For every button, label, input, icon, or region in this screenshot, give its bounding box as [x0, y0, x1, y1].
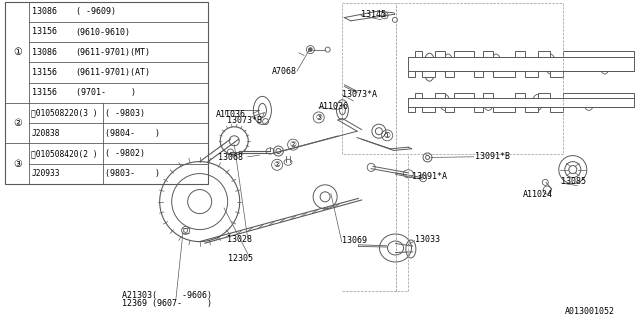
Text: (9611-9701)(AT): (9611-9701)(AT) — [76, 68, 150, 77]
Text: 13033: 13033 — [415, 235, 440, 244]
Text: Ⓑ010508420(2 ): Ⓑ010508420(2 ) — [31, 149, 98, 158]
Text: ③: ③ — [316, 113, 322, 122]
Text: 13069: 13069 — [342, 236, 367, 245]
Text: ( -9803): ( -9803) — [105, 108, 145, 117]
Text: 12369 (9607-     ): 12369 (9607- ) — [122, 299, 212, 308]
Text: (9701-     ): (9701- ) — [76, 88, 136, 97]
Text: A11036: A11036 — [216, 110, 246, 119]
Polygon shape — [408, 93, 634, 112]
Text: (9611-9701)(MT): (9611-9701)(MT) — [76, 48, 150, 57]
Polygon shape — [408, 51, 634, 77]
Text: 13145: 13145 — [361, 10, 386, 19]
Bar — [5, 2, 208, 184]
Text: A7068: A7068 — [272, 67, 297, 76]
Text: ②: ② — [290, 140, 296, 149]
Text: J20838: J20838 — [31, 129, 60, 138]
Text: 13091*B: 13091*B — [475, 152, 510, 161]
Text: ①: ① — [13, 47, 22, 57]
Text: 13073*A: 13073*A — [342, 90, 378, 99]
Text: 13068: 13068 — [218, 153, 243, 162]
Text: 13091*A: 13091*A — [412, 172, 447, 181]
Text: A11036: A11036 — [319, 102, 349, 111]
Text: 13085: 13085 — [561, 177, 586, 186]
Text: 13156: 13156 — [32, 28, 57, 36]
Text: ①: ① — [384, 131, 390, 140]
Text: 12305: 12305 — [228, 254, 253, 263]
Text: A013001052: A013001052 — [564, 307, 614, 316]
Text: 13156: 13156 — [32, 68, 57, 77]
Text: Ⓑ010508220(3 ): Ⓑ010508220(3 ) — [31, 108, 98, 117]
Text: 13086: 13086 — [32, 48, 57, 57]
Text: (9610-9610): (9610-9610) — [76, 28, 131, 36]
Text: 13073*B: 13073*B — [227, 116, 262, 125]
Text: 13028: 13028 — [227, 235, 252, 244]
Text: A21303(     -9606): A21303( -9606) — [122, 291, 212, 300]
Text: ( -9609): ( -9609) — [76, 7, 116, 16]
Text: (9803-    ): (9803- ) — [105, 169, 160, 178]
Text: ②: ② — [274, 160, 280, 169]
Text: ②: ② — [13, 118, 22, 128]
Text: ( -9802): ( -9802) — [105, 149, 145, 158]
Text: ③: ③ — [13, 159, 22, 169]
Text: 13086: 13086 — [32, 7, 57, 16]
Circle shape — [308, 48, 312, 52]
Text: (9804-    ): (9804- ) — [105, 129, 160, 138]
Text: J20933: J20933 — [31, 169, 60, 178]
Text: 13156: 13156 — [32, 88, 57, 97]
Text: A11024: A11024 — [523, 190, 553, 199]
